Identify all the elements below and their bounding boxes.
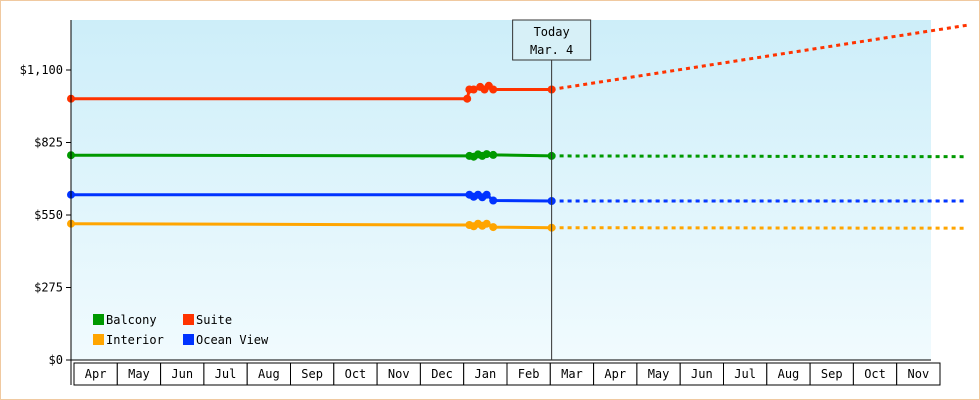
data-point-ocean-view[interactable]: [482, 190, 491, 199]
data-point-balcony[interactable]: [489, 150, 498, 159]
month-cell: [896, 362, 941, 386]
month-label-jul: Jul: [734, 367, 756, 381]
month-label-jan: Jan: [475, 367, 497, 381]
series-group: [67, 23, 968, 232]
data-point-balcony[interactable]: [482, 150, 491, 159]
y-tick-label: $825: [34, 136, 63, 150]
month-label-jun: Jun: [171, 367, 193, 381]
y-tick-label: $0: [49, 353, 63, 367]
legend-swatch-balcony: [93, 314, 104, 325]
y-tick-label: $550: [34, 208, 63, 222]
today-date: Mar. 4: [530, 43, 573, 57]
plot-area: [71, 20, 931, 360]
legend-label-balcony: Balcony: [106, 313, 157, 327]
data-point-suite[interactable]: [463, 94, 472, 103]
data-point-interior[interactable]: [482, 219, 491, 228]
month-label-nov: Nov: [388, 367, 410, 381]
today-marker: Today Mar. 4: [512, 19, 592, 360]
month-label-apr: Apr: [85, 367, 107, 381]
data-point-suite[interactable]: [469, 85, 478, 94]
data-point-suite[interactable]: [489, 85, 498, 94]
month-label-feb: Feb: [518, 367, 540, 381]
month-label-may: May: [648, 367, 670, 381]
series-projection-interior: [551, 226, 968, 230]
y-tick-label: $1,100: [20, 63, 63, 77]
series-projection-suite: [551, 23, 968, 91]
month-label-oct: Oct: [345, 367, 367, 381]
legend-label-ocean-view: Ocean View: [196, 333, 269, 347]
legend-swatch-suite: [183, 314, 194, 325]
month-label-sep: Sep: [821, 367, 843, 381]
month-label-dec: Dec: [431, 367, 453, 381]
month-label-aug: Aug: [778, 367, 800, 381]
month-label-may: May: [128, 367, 150, 381]
series-projection-balcony: [551, 154, 968, 159]
legend-swatch-ocean-view: [183, 334, 194, 345]
legend-label-suite: Suite: [196, 313, 232, 327]
month-label-mar: Mar: [561, 367, 583, 381]
legend-label-interior: Interior: [106, 333, 164, 347]
axes-group: $0 $275 $550 $825 $1,100 Apr May Jun Jul Aug Sep Oc…: [20, 20, 941, 386]
data-point-ocean-view[interactable]: [489, 196, 498, 205]
legend: Balcony Suite Interior Ocean View: [93, 313, 269, 347]
month-label-sep: Sep: [301, 367, 323, 381]
month-label-jun: Jun: [691, 367, 713, 381]
month-label-nov: Nov: [908, 367, 930, 381]
month-label-oct: Oct: [864, 367, 886, 381]
today-label: Today: [534, 25, 570, 39]
month-label-apr: Apr: [604, 367, 626, 381]
legend-swatch-interior: [93, 334, 104, 345]
data-point-interior[interactable]: [489, 223, 498, 232]
y-tick-label: $275: [34, 281, 63, 295]
month-label-jul: Jul: [215, 367, 237, 381]
month-label-aug: Aug: [258, 367, 280, 381]
today-box: [512, 19, 592, 61]
